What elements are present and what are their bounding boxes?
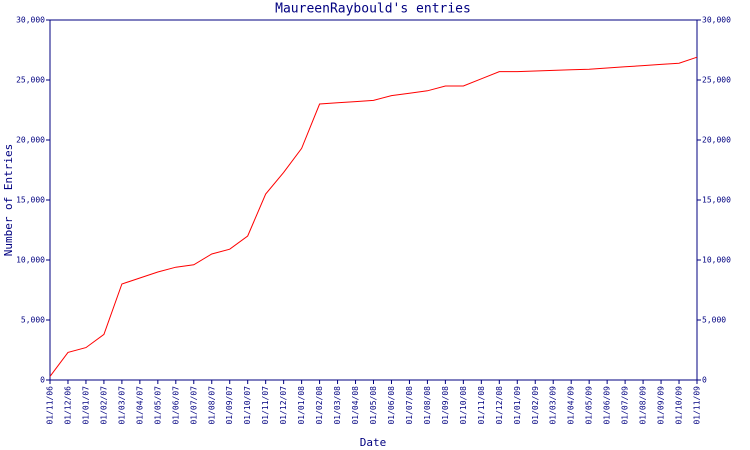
y2-tick-label: 5,000 <box>702 316 726 325</box>
x-tick-label: 01/04/09 <box>567 386 576 425</box>
y-tick-label: 20,000 <box>16 136 45 145</box>
x-tick-label: 01/01/07 <box>81 386 90 425</box>
x-tick-label: 01/04/07 <box>135 386 144 425</box>
y2-tick-label: 25,000 <box>702 76 731 85</box>
x-tick-label: 01/12/06 <box>63 386 72 425</box>
x-tick-label: 01/10/07 <box>243 386 252 425</box>
x-tick-label: 01/10/09 <box>675 386 684 425</box>
x-tick-label: 01/08/09 <box>639 386 648 425</box>
x-tick-label: 01/05/07 <box>153 386 162 425</box>
y-tick-label: 25,000 <box>16 76 45 85</box>
y2-tick-label: 0 <box>702 376 707 385</box>
y-tick-label: 0 <box>40 376 45 385</box>
y-tick-label: 5,000 <box>21 316 45 325</box>
x-tick-label: 01/11/09 <box>693 386 702 425</box>
plot-frame <box>49 19 698 381</box>
x-tick-label: 01/12/07 <box>279 386 288 425</box>
x-axis-label: Date <box>360 436 387 449</box>
x-tick-label: 01/06/08 <box>387 386 396 425</box>
x-tick-label: 01/05/09 <box>585 386 594 425</box>
y-tick-label: 30,000 <box>16 16 45 25</box>
x-tick-label: 01/02/09 <box>531 386 540 425</box>
x-tick-label: 01/03/09 <box>549 386 558 425</box>
x-tick-label: 01/05/08 <box>369 386 378 425</box>
x-tick-label: 01/06/09 <box>603 386 612 425</box>
x-tick-label: 01/07/08 <box>405 386 414 425</box>
x-tick-label: 01/02/07 <box>99 386 108 425</box>
x-tick-label: 01/11/08 <box>477 386 486 425</box>
x-tick-label: 01/01/08 <box>297 386 306 425</box>
x-tick-label: 01/02/08 <box>315 386 324 425</box>
x-tick-label: 01/12/08 <box>495 386 504 425</box>
x-tick-label: 01/07/07 <box>189 386 198 425</box>
y-tick-label: 10,000 <box>16 256 45 265</box>
y2-tick-label: 30,000 <box>702 16 731 25</box>
y-tick-label: 15,000 <box>16 196 45 205</box>
x-tick-label: 01/11/06 <box>46 386 55 425</box>
y2-tick-label: 20,000 <box>702 136 731 145</box>
x-tick-label: 01/08/08 <box>423 386 432 425</box>
x-tick-label: 01/03/07 <box>117 386 126 425</box>
x-tick-label: 01/10/08 <box>459 386 468 425</box>
x-tick-label: 01/09/07 <box>225 386 234 425</box>
y2-tick-label: 10,000 <box>702 256 731 265</box>
x-tick-label: 01/11/07 <box>261 386 270 425</box>
y-axis-label: Number of Entries <box>2 144 15 257</box>
x-tick-label: 01/03/08 <box>333 386 342 425</box>
x-tick-label: 01/06/07 <box>171 386 180 425</box>
x-tick-label: 01/08/07 <box>207 386 216 425</box>
x-tick-label: 01/09/09 <box>657 386 666 425</box>
y2-tick-label: 15,000 <box>702 196 731 205</box>
x-tick-label: 01/09/08 <box>441 386 450 425</box>
x-tick-label: 01/07/09 <box>621 386 630 425</box>
x-tick-label: 01/04/08 <box>351 386 360 425</box>
chart-title: MaureenRaybould's entries <box>275 2 471 17</box>
x-tick-label: 01/01/09 <box>513 386 522 425</box>
data-line <box>49 56 698 377</box>
